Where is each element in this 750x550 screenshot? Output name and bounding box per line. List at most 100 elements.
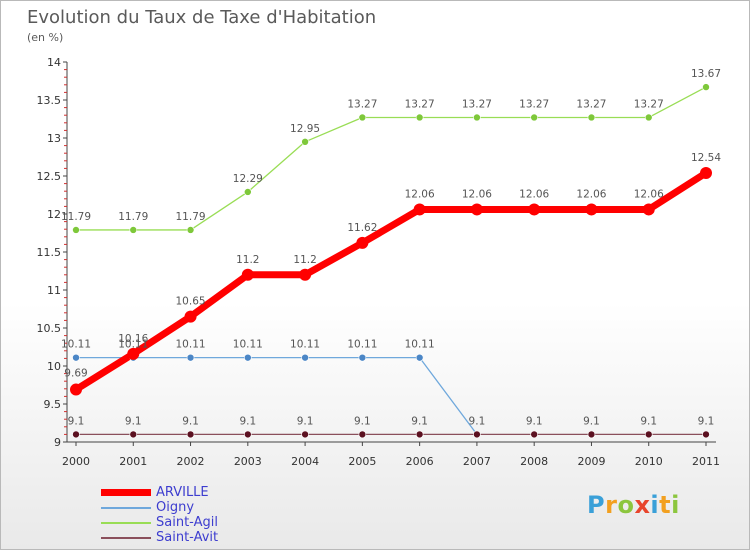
- data-label: 9.1: [411, 415, 428, 427]
- data-label: 11.79: [118, 211, 148, 223]
- legend-item: Saint-Avit: [101, 530, 218, 545]
- data-label: 9.69: [64, 368, 87, 380]
- data-point: [244, 430, 252, 439]
- x-tick-label: 2006: [406, 455, 434, 468]
- legend-label: Saint-Agil: [156, 515, 218, 530]
- data-point: [244, 188, 252, 196]
- data-label: 12.06: [519, 188, 549, 200]
- data-point: [356, 236, 369, 249]
- data-point: [244, 353, 252, 362]
- y-tick-label: 13.5: [37, 94, 62, 107]
- series-line-saint-agil: [75, 86, 707, 231]
- data-label: 10.11: [233, 339, 263, 351]
- legend-swatch: [101, 521, 151, 524]
- data-point: [72, 430, 80, 439]
- y-tick-label: 14: [47, 56, 61, 69]
- data-point: [415, 430, 424, 439]
- data-point: [700, 166, 712, 179]
- x-tick-label: 2010: [635, 455, 663, 468]
- x-tick-label: 2001: [119, 455, 147, 468]
- data-label: 9.1: [182, 415, 199, 427]
- logo-letter: o: [617, 491, 635, 519]
- data-label: 13.67: [691, 68, 721, 80]
- data-label: 13.27: [462, 98, 492, 110]
- legend-item: ARVILLE: [101, 485, 218, 500]
- data-point: [530, 113, 538, 122]
- data-label: 11.2: [293, 254, 316, 266]
- series-line-arville: [72, 169, 710, 394]
- legend-swatch: [101, 506, 151, 509]
- data-point: [301, 138, 309, 146]
- data-point: [587, 430, 596, 439]
- data-point: [528, 203, 541, 216]
- data-point: [358, 353, 367, 362]
- data-label: 9.1: [354, 415, 371, 427]
- data-label: 9.1: [583, 415, 600, 427]
- data-point: [585, 203, 598, 216]
- legend-label: ARVILLE: [156, 485, 209, 500]
- data-label: 9.1: [526, 415, 543, 427]
- logo-letter: t: [659, 491, 672, 519]
- data-label: 9.1: [297, 415, 314, 427]
- x-tick-label: 2011: [692, 455, 720, 468]
- data-label: 9.1: [640, 415, 657, 427]
- x-tick-label: 2004: [291, 455, 319, 468]
- x-tick-label: 2007: [463, 455, 491, 468]
- legend-item: Saint-Agil: [101, 515, 218, 530]
- data-label: 12.06: [576, 188, 606, 200]
- data-point: [415, 353, 424, 362]
- data-label: 10.11: [290, 339, 320, 351]
- data-point: [358, 430, 367, 439]
- data-point: [642, 203, 655, 216]
- y-tick-label: 10: [47, 360, 61, 373]
- logo-letter: i: [671, 491, 680, 519]
- data-point: [186, 226, 195, 234]
- data-label: 10.11: [118, 339, 148, 351]
- y-tick-label: 12.5: [37, 170, 62, 183]
- data-label: 11.2: [236, 254, 259, 266]
- x-tick-label: 2003: [234, 455, 262, 468]
- data-point: [301, 430, 309, 439]
- data-label: 11.79: [61, 211, 91, 223]
- chart-subtitle: (en %): [27, 31, 64, 44]
- data-label: 12.06: [462, 188, 492, 200]
- data-point: [299, 268, 312, 281]
- chart-title: Evolution du Taux de Taxe d'Habitation: [27, 7, 377, 28]
- data-point: [470, 203, 483, 216]
- data-point: [587, 113, 596, 122]
- data-label: 10.11: [347, 339, 377, 351]
- data-label: 13.27: [405, 98, 435, 110]
- y-tick-label: 11.5: [37, 246, 62, 259]
- chart-legend: ARVILLE Oigny Saint-Agil Saint-Avit: [101, 485, 218, 545]
- logo-letter: x: [634, 491, 651, 519]
- data-label: 9.1: [239, 415, 256, 427]
- data-label: 9.1: [125, 415, 142, 427]
- data-point: [70, 383, 82, 396]
- data-point: [530, 430, 538, 439]
- legend-label: Oigny: [156, 500, 195, 515]
- data-point: [644, 113, 653, 122]
- data-label: 12.06: [634, 188, 664, 200]
- data-point: [702, 430, 710, 439]
- data-label: 10.65: [176, 296, 206, 308]
- logo-letter: i: [650, 491, 660, 519]
- legend-swatch: [101, 536, 151, 539]
- data-point: [413, 203, 426, 216]
- data-label: 9.1: [469, 415, 486, 427]
- data-point: [702, 83, 710, 91]
- data-label: 10.16: [118, 333, 148, 345]
- data-label: 12.06: [405, 188, 435, 200]
- data-label: 11.62: [347, 222, 377, 234]
- y-tick-label: 13: [47, 132, 61, 145]
- data-point: [186, 430, 195, 439]
- data-point: [241, 268, 254, 281]
- logo-letter: r: [605, 491, 618, 519]
- legend-swatch: [101, 489, 151, 496]
- data-point: [301, 353, 309, 362]
- data-point: [129, 226, 138, 234]
- data-label: 10.11: [176, 339, 206, 351]
- data-label: 11.79: [176, 211, 206, 223]
- data-point: [415, 113, 424, 122]
- y-tick-label: 10.5: [37, 322, 62, 335]
